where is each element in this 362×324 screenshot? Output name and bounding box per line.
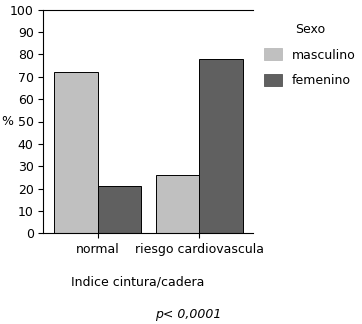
Bar [199, 59, 243, 233]
Y-axis label: %: % [1, 115, 13, 128]
Legend: masculino, femenino: masculino, femenino [262, 20, 358, 90]
Bar [98, 186, 141, 233]
Bar [156, 175, 199, 233]
Text: Indice cintura/cadera: Indice cintura/cadera [71, 275, 204, 288]
Bar [54, 72, 98, 233]
Text: p< 0,0001: p< 0,0001 [155, 307, 222, 320]
